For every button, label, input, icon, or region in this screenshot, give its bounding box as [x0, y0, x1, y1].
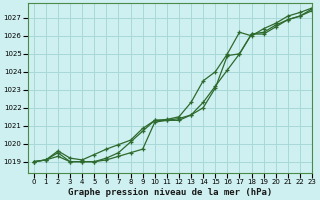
X-axis label: Graphe pression niveau de la mer (hPa): Graphe pression niveau de la mer (hPa) [68, 188, 272, 197]
